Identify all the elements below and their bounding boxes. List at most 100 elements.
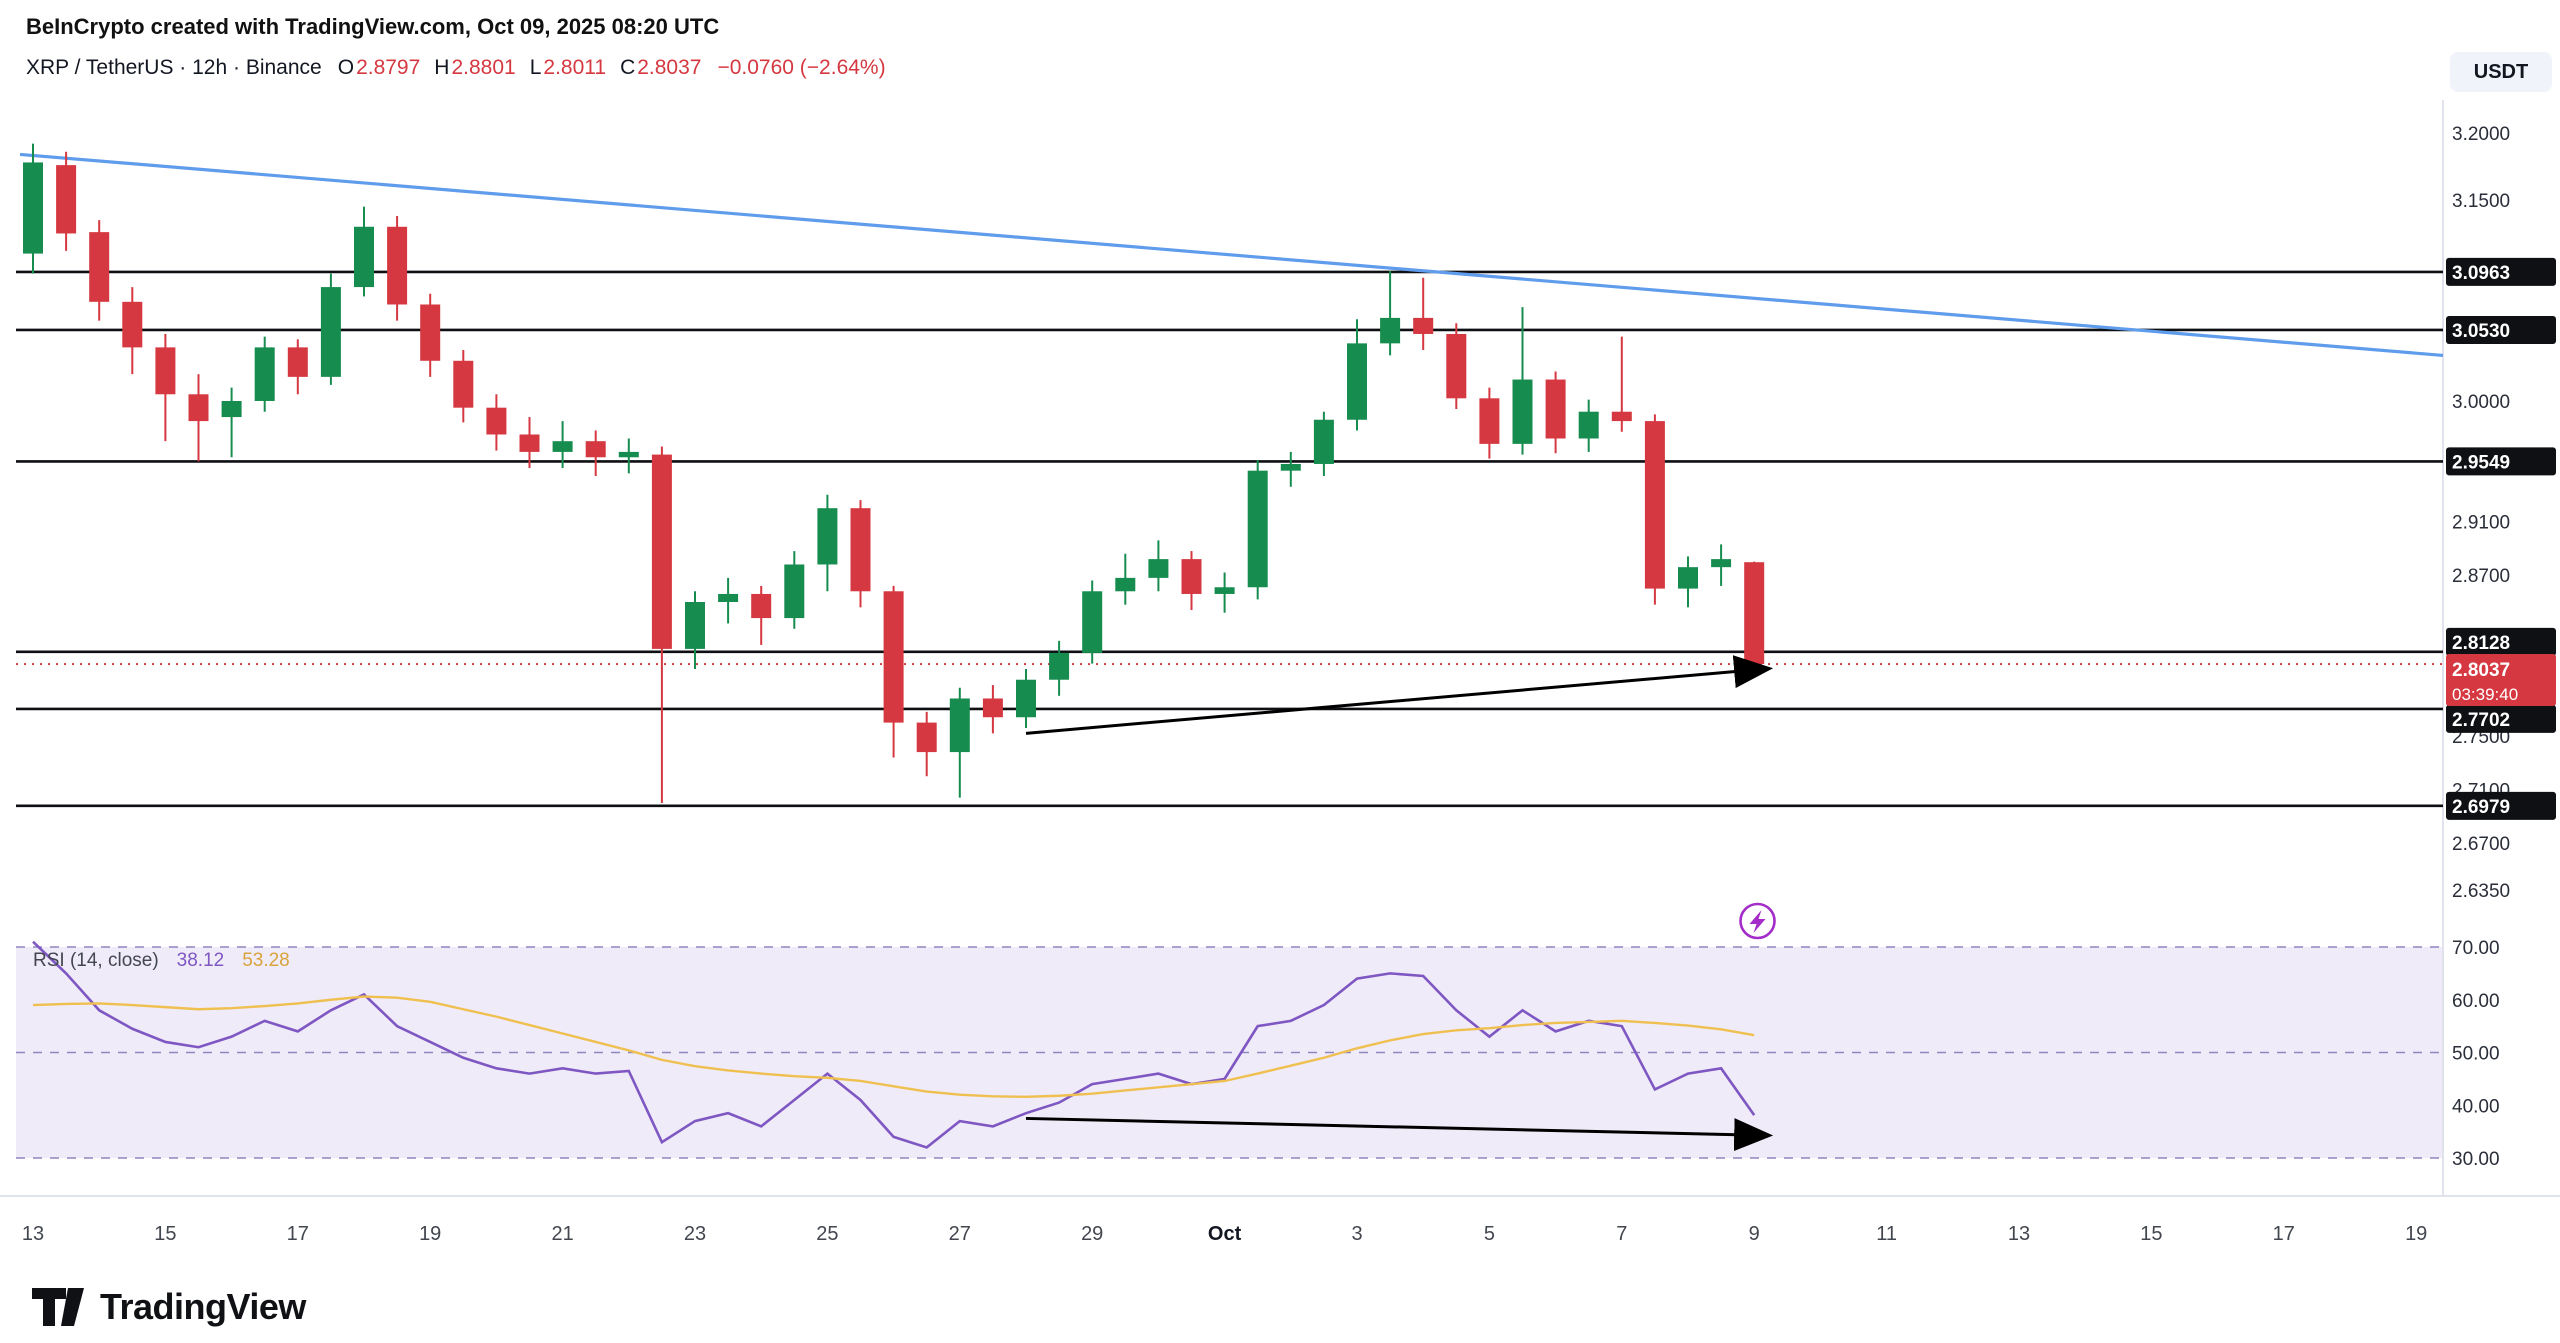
trend-arrow-main[interactable] [1025,655,1774,735]
candle-body [320,287,341,377]
price-tick: 2.6350 [2452,881,2510,902]
tradingview-logo[interactable]: TradingView [30,1286,306,1328]
candle-body [850,508,871,592]
rsi-tick: 70.00 [2452,938,2500,959]
time-tick: 17 [2273,1223,2295,1245]
time-tick: 27 [949,1223,971,1245]
candle-body [519,434,540,452]
candle-body [221,400,242,418]
tradingview-logo-mark [32,1288,84,1326]
time-tick: 23 [684,1223,706,1245]
candle-body [1280,463,1301,471]
time-axis[interactable]: 13 15 17 19 21 23 25 27 29 Oct 3 5 7 9 11 13 15 17 19 [22,1223,2427,1245]
candle-body [718,593,739,602]
tradingview-logo-text: TradingView [100,1286,306,1327]
currency-button[interactable]: USDT [2450,52,2552,92]
descending-trendline[interactable] [19,152,2444,358]
time-tick: 11 [1876,1223,1897,1245]
candle-body [188,394,209,422]
time-tick: 19 [2405,1223,2427,1245]
rsi-ma-value: 53.28 [242,950,290,971]
time-tick: 3 [1351,1223,1362,1245]
rsi-value: 38.12 [176,950,225,971]
candle-body [1479,398,1500,444]
trend-arrow-rsi[interactable] [1025,1116,1774,1152]
candle-body [89,232,110,302]
rsi-axis[interactable]: 70.00 60.00 50.00 40.00 30.00 [2452,938,2500,1170]
rsi-line [32,940,1756,1149]
candle-body [287,347,308,377]
candle-body [949,698,970,753]
candle-body [56,165,77,234]
rsi-indicator-label[interactable]: RSI (14, close) 38.12 53.28 [33,950,290,972]
candle-body [1413,317,1434,334]
sr-price-badge-label: 2.6979 [2452,797,2510,818]
candle-body [354,226,374,288]
candle-body [1115,577,1136,592]
candle-body [1313,419,1334,464]
price-tick: 2.8700 [2452,566,2510,587]
candle-body [453,360,474,408]
candle-body [1446,333,1467,399]
sr-price-badge [2446,627,2556,656]
time-tick: 15 [154,1223,176,1245]
candle-body [1512,379,1533,444]
sr-price-badge [2446,315,2556,344]
time-tick: Oct [1208,1223,1242,1245]
rsi-panel [16,946,2443,1159]
candle-body [1181,559,1202,594]
candle-body [486,407,507,435]
sr-price-badge [2446,257,2556,286]
lightning-icon[interactable] [1739,902,1776,940]
candle-body [1049,652,1070,680]
sr-price-badge-label: 3.0963 [2452,263,2510,284]
candle-body [1082,591,1103,653]
sr-lines [16,270,2443,808]
time-tick: 19 [419,1223,441,1245]
ohlc-values: O2.8797 H2.8801 L2.8011 C2.8037 [338,56,702,80]
sr-price-badge-label: 2.9549 [2452,452,2510,473]
ohlc-H: H2.8801 [434,56,516,79]
rsi-tick: 60.00 [2452,991,2500,1012]
symbol-legend: XRP / TetherUS · 12h · Binance O2.8797 H2… [26,56,886,80]
candle-body [1247,470,1268,588]
candlestick-series [23,143,1765,804]
candle-body [751,593,772,619]
symbol-title[interactable]: XRP / TetherUS · 12h · Binance [26,56,322,79]
price-tick: 2.9100 [2452,513,2510,534]
rsi-tick: 50.00 [2452,1044,2500,1065]
time-tick: 5 [1484,1223,1495,1245]
sr-price-badge [2446,704,2556,733]
candle-body [1016,679,1036,718]
time-tick: 15 [2140,1223,2162,1245]
rsi-tick: 40.00 [2452,1096,2500,1117]
time-tick: 21 [551,1223,573,1245]
sr-price-badge-label: 3.0530 [2452,321,2510,342]
candle-body [618,451,639,458]
ohlc-L: L2.8011 [529,56,607,79]
price-axis[interactable]: 3.20003.15003.00002.91002.87002.75002.71… [2446,124,2556,902]
candle-body [784,564,805,619]
attribution-text: BeInCrypto created with TradingView.com,… [26,14,720,39]
candle-body [982,698,1003,718]
time-tick: 29 [1081,1223,1103,1245]
time-tick: 13 [22,1223,44,1245]
rsi-label-text: RSI (14, close) [33,950,159,971]
candle-body [387,226,408,305]
candle-body [1380,317,1401,344]
candle-body [1644,421,1665,589]
candle-body [916,722,937,753]
price-tick: 3.1500 [2452,191,2510,212]
ohlc-O: O2.8797 [337,56,421,79]
candle-body [420,304,441,361]
price-tick: 3.2000 [2452,124,2510,145]
sr-price-badge [2446,447,2556,476]
sr-price-badge [2446,791,2556,820]
pane-borders [0,100,2560,1197]
candle-body [23,162,43,254]
ohlc-C: C2.8037 [620,56,702,79]
rsi-tick: 30.00 [2452,1149,2500,1170]
time-tick: 7 [1616,1223,1627,1245]
